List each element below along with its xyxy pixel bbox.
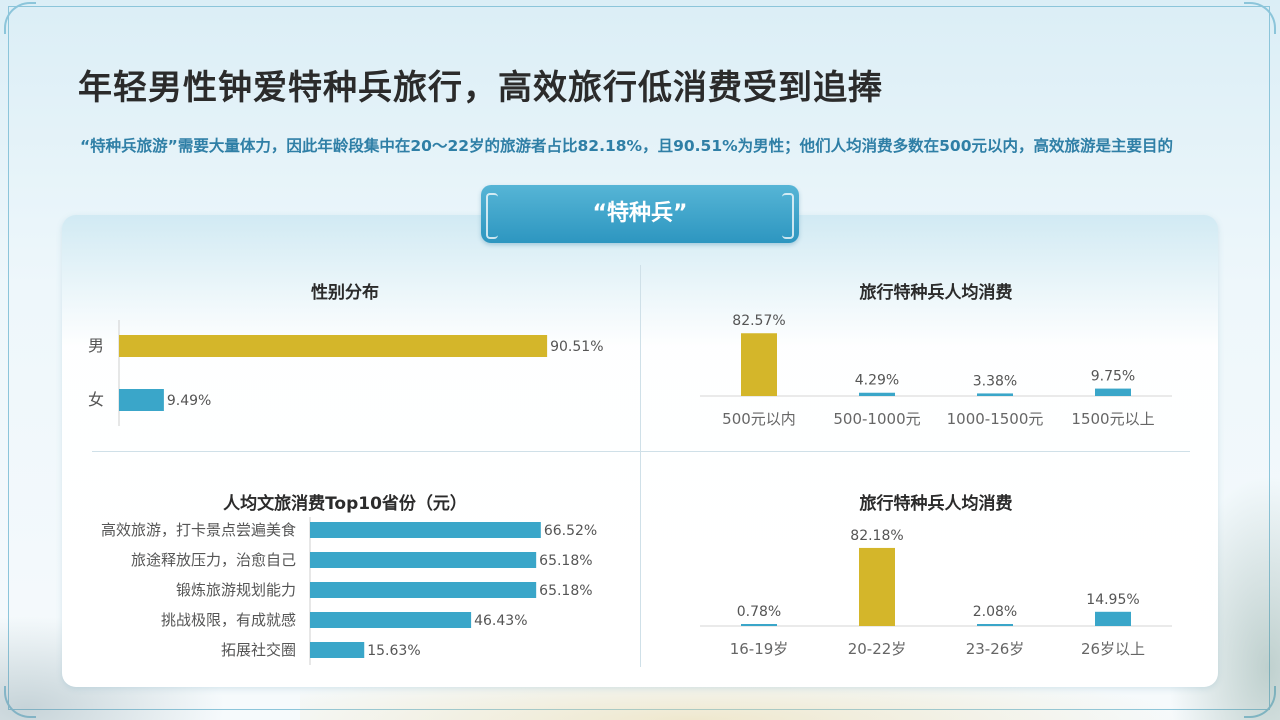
frame-corner-ornament xyxy=(1244,2,1276,34)
panel-divider-horizontal xyxy=(92,451,1190,452)
frame-corner-ornament xyxy=(4,2,36,34)
bar xyxy=(310,642,365,658)
category-label: 锻炼旅游规划能力 xyxy=(176,581,296,599)
category-label: 女 xyxy=(88,390,104,409)
data-label: 82.57% xyxy=(732,313,785,329)
gender-bar-chart: 男 90.51% 女 9.49% xyxy=(88,320,604,426)
purpose-bar-chart: 高效旅游，打卡景点尝遍美食 66.52% 旅途释放压力，治愈自己 65.18% 锻炼旅游… xyxy=(101,517,597,665)
data-label: 82.18% xyxy=(850,528,903,544)
data-label: 9.75% xyxy=(1091,369,1135,385)
data-label: 0.78% xyxy=(737,604,781,620)
slide-title: 年轻男性钟爱特种兵旅行，高效旅行低消费受到追捧 xyxy=(78,68,883,108)
category-label: 男 xyxy=(88,336,104,355)
tick-label: 1000-1500元 xyxy=(947,410,1044,428)
tick-label: 500-1000元 xyxy=(833,410,920,428)
data-label: 9.49% xyxy=(167,393,211,409)
bar xyxy=(977,393,1013,396)
tick-label: 26岁以上 xyxy=(1081,640,1145,658)
tick-label: 20-22岁 xyxy=(848,640,907,658)
category-label: 旅途释放压力，治愈自己 xyxy=(131,551,296,569)
chart-title-gender: 性别分布 xyxy=(311,283,379,303)
data-label: 3.38% xyxy=(973,373,1017,389)
bar xyxy=(977,624,1013,626)
age-bar-chart: 0.78% 16-19岁 82.18% 20-22岁 2.08% 23-26岁 14.95%… xyxy=(700,528,1172,658)
section-banner: “特种兵” xyxy=(481,185,799,243)
data-label: 4.29% xyxy=(855,373,899,389)
category-label: 拓展社交圈 xyxy=(221,641,296,659)
data-label: 14.95% xyxy=(1086,592,1139,608)
bar xyxy=(741,624,777,626)
bar xyxy=(859,392,895,396)
bar xyxy=(119,389,164,411)
data-label: 90.51% xyxy=(550,339,603,355)
slide-frame xyxy=(8,6,1270,710)
chart-title-age: 旅行特种兵人均消费 xyxy=(859,494,1013,514)
chart-title-purpose: 人均文旅消费Top10省份（元） xyxy=(223,494,467,514)
bar xyxy=(859,547,895,626)
data-label: 65.18% xyxy=(539,583,592,599)
slide-subtitle: “特种兵旅游”需要大量体力，因此年龄段集中在20～22岁的旅游者占比82.18%… xyxy=(80,137,1173,155)
bar xyxy=(310,522,541,538)
chart-title-spending: 旅行特种兵人均消费 xyxy=(859,283,1013,303)
bar xyxy=(310,552,537,568)
tick-label: 500元以内 xyxy=(722,410,796,428)
bar xyxy=(1095,611,1131,626)
data-label: 46.43% xyxy=(474,613,527,629)
category-label: 高效旅游，打卡景点尝遍美食 xyxy=(101,521,296,539)
bar xyxy=(310,582,537,598)
bar xyxy=(741,333,777,396)
data-label: 66.52% xyxy=(544,523,597,539)
category-label: 挑战极限，有成就感 xyxy=(161,611,296,629)
tick-label: 16-19岁 xyxy=(730,640,789,658)
data-label: 15.63% xyxy=(367,643,420,659)
panel-divider-vertical xyxy=(640,265,641,667)
spending-bar-chart: 82.57% 500元以内 4.29% 500-1000元 3.38% 1000-1500… xyxy=(700,313,1172,428)
data-label: 65.18% xyxy=(539,553,592,569)
bar xyxy=(119,335,548,357)
bar xyxy=(1095,388,1131,396)
tick-label: 23-26岁 xyxy=(966,640,1025,658)
data-label: 2.08% xyxy=(973,604,1017,620)
tick-label: 1500元以上 xyxy=(1071,410,1154,428)
bar xyxy=(310,612,472,628)
